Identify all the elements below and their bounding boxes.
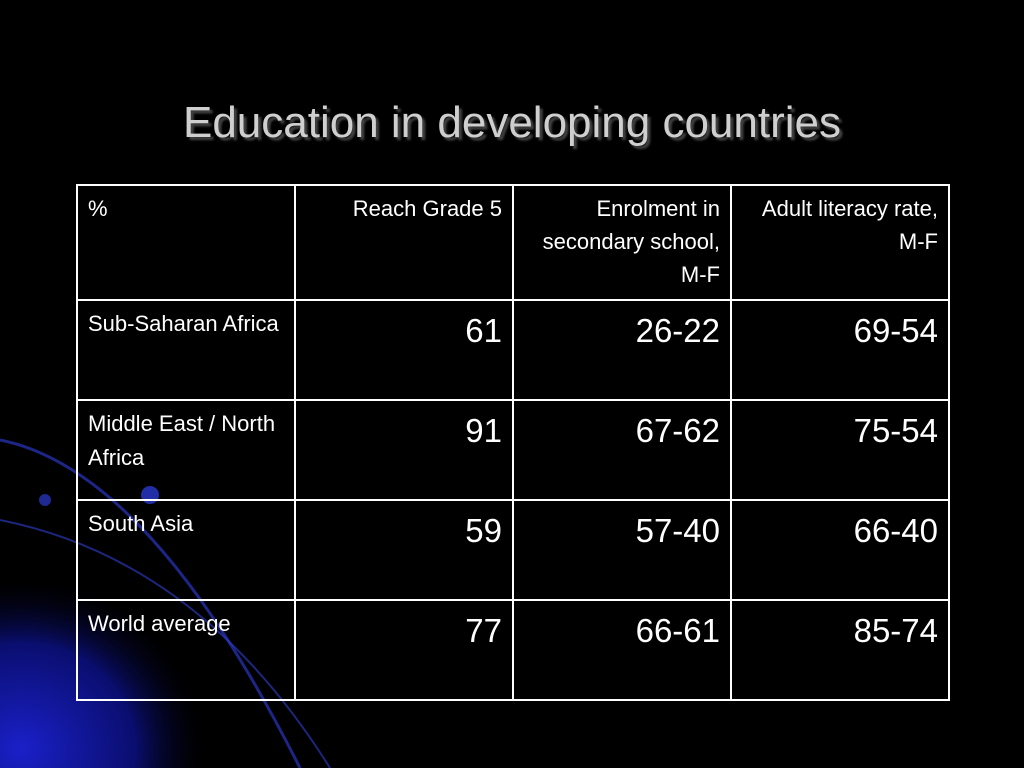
slide-title: Education in developing countries [182,98,841,147]
header-cell: % [76,184,296,301]
table-cell: 61 [294,299,514,401]
table-cell: 66-61 [512,599,732,701]
table-cell: 26-22 [512,299,732,401]
table-row: Middle East / North Africa 91 67-62 75-54 [76,399,950,501]
table-cell: Sub-Saharan Africa [76,299,296,401]
table-cell: 59 [294,499,514,601]
header-row: % Reach Grade 5 Enrolment in secondary sch… [76,184,950,301]
table-cell: 57-40 [512,499,732,601]
table-row: World average 77 66-61 85-74 [76,599,950,701]
table-cell: 66-40 [730,499,950,601]
table-row: South Asia 59 57-40 66-40 [76,499,950,601]
table-cell: World average [76,599,296,701]
table-cell: Middle East / North Africa [76,399,296,501]
table-cell: 75-54 [730,399,950,501]
table-cell: 85-74 [730,599,950,701]
table-cell: 67-62 [512,399,732,501]
data-table: % Reach Grade 5 Enrolment in secondary sch… [76,184,950,701]
table-cell: South Asia [76,499,296,601]
table-cell: 91 [294,399,514,501]
table-cell: 69-54 [730,299,950,401]
header-cell: Reach Grade 5 [294,184,514,301]
table-cell: 77 [294,599,514,701]
header-cell: Adult literacy rate, M-F [730,184,950,301]
header-cell: Enrolment in secondary school, M-F [512,184,732,301]
table-row: Sub-Saharan Africa 61 26-22 69-54 [76,299,950,401]
